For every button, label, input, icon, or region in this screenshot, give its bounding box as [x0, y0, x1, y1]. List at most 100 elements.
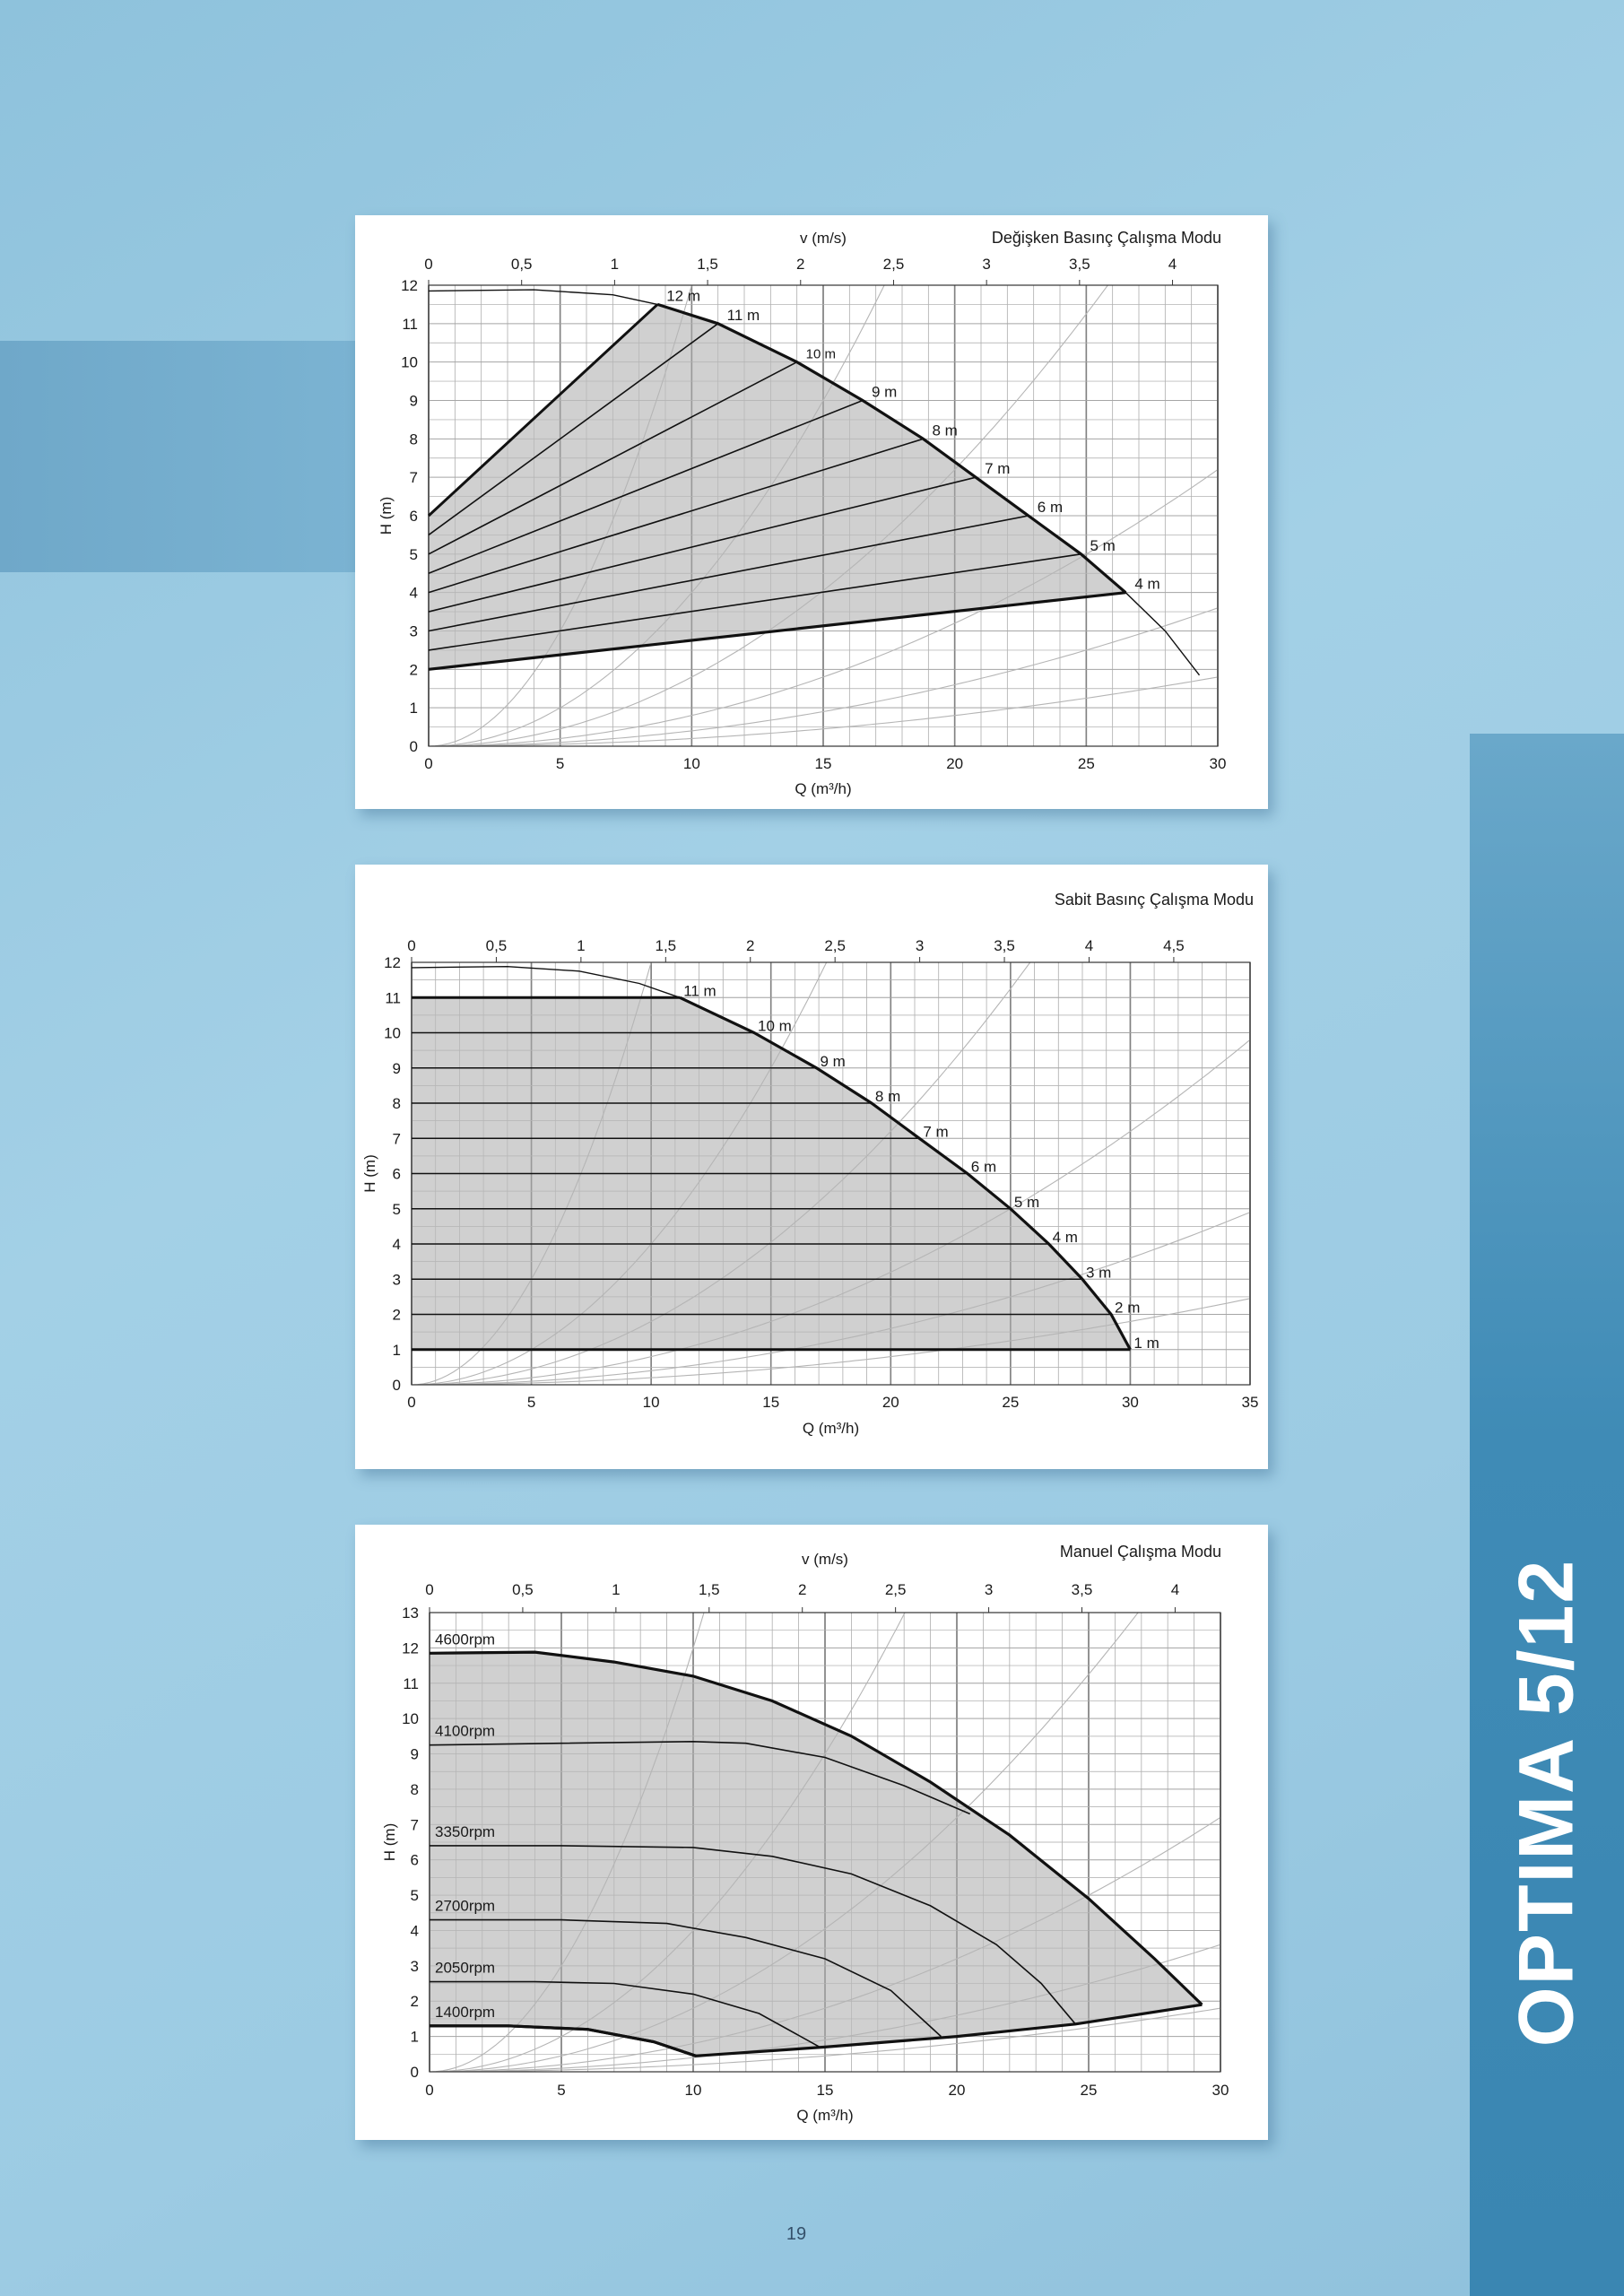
y-tick-label: 3 — [411, 1958, 419, 1975]
system-curve — [430, 2007, 1221, 2073]
system-curve — [430, 1816, 1221, 2073]
y-tick-label: 5 — [411, 1887, 419, 1904]
y-tick-label: 9 — [410, 393, 418, 410]
operating-region — [430, 1652, 1203, 2057]
setpoint-label: 11 m — [727, 307, 760, 324]
x-axis-label: Q (m³/h) — [796, 2107, 853, 2124]
top-tick-label: 2,5 — [885, 1581, 907, 1598]
top-tick-label: 2,5 — [824, 937, 846, 954]
min-curve — [428, 591, 1126, 671]
speed-curve-label: 2700rpm — [435, 1898, 495, 1915]
top-axis-label: v (m/s) — [802, 1551, 848, 1568]
x-tick-label: 30 — [1212, 2082, 1229, 2099]
constant-pressure-label: 4 m — [1053, 1229, 1078, 1246]
y-tick-label: 7 — [393, 1130, 401, 1147]
x-tick-label: 5 — [527, 1394, 535, 1411]
top-tick-label: 3,5 — [1072, 1581, 1093, 1598]
system-curves — [411, 961, 1251, 1386]
y-tick-label: 4 — [410, 585, 418, 602]
top-tick-label: 0,5 — [512, 1581, 534, 1598]
y-tick-label: 0 — [411, 2064, 419, 2081]
y-axis-label: H (m) — [381, 1823, 398, 1861]
y-axis-label: H (m) — [378, 497, 395, 535]
constant-pressure-label: 2 m — [1115, 1300, 1140, 1317]
system-curve — [412, 1212, 1251, 1386]
x-tick-label: 5 — [556, 755, 564, 772]
x-tick-label: 30 — [1210, 755, 1227, 772]
speed-curve — [429, 1650, 1203, 2006]
y-tick-label: 9 — [411, 1746, 419, 1763]
chart-variable-pressure: 12 m11 m10 m9 m8 m7 m6 m5 m4 m0 5 10 15 20 25… — [378, 229, 1227, 797]
speed-curve — [430, 1980, 821, 2048]
y-tick-label: 9 — [393, 1060, 401, 1077]
y-tick-label: 3 — [393, 1271, 401, 1288]
top-tick-label: 0,5 — [486, 937, 508, 954]
top-tick-label: 1 — [577, 937, 585, 954]
y-tick-label: 4 — [393, 1236, 401, 1253]
system-curve — [429, 284, 1108, 747]
y-tick-label: 0 — [393, 1377, 401, 1394]
y-tick-label: 12 — [384, 954, 401, 971]
x-tick-label: 10 — [643, 1394, 660, 1411]
setpoint-line — [428, 515, 1029, 632]
setpoint-line — [428, 399, 864, 574]
system-curve — [429, 676, 1219, 747]
system-curve — [430, 1944, 1221, 2073]
max-curve-operating — [679, 996, 1132, 1351]
y-tick-label: 6 — [410, 508, 418, 525]
y-tick-label: 8 — [410, 430, 418, 448]
top-tick-label: 3,5 — [1069, 256, 1090, 273]
constant-pressure-label: 9 m — [820, 1053, 845, 1070]
top-tick-label: 4 — [1171, 1581, 1179, 1598]
page-number: 19 — [786, 2224, 807, 2244]
y-tick-label: 10 — [402, 1710, 419, 1727]
y-tick-label: 6 — [393, 1166, 401, 1183]
setpoint-label: 9 m — [872, 384, 897, 401]
top-tick-label: 1,5 — [655, 937, 676, 954]
top-tick-label: 1,5 — [699, 1581, 720, 1598]
system-curve — [412, 961, 1031, 1386]
constant-pressure-label: 7 m — [923, 1123, 948, 1140]
setpoint-label: 5 m — [1090, 537, 1115, 554]
system-curve — [429, 1612, 906, 2073]
top-tick-label: 1,5 — [697, 256, 718, 273]
system-curve — [412, 1298, 1251, 1386]
top-tick-label: 3 — [982, 256, 990, 273]
x-tick-label: 20 — [949, 2082, 966, 2099]
y-tick-label: 0 — [410, 738, 418, 755]
setpoint-label: 4 m — [1134, 576, 1159, 593]
x-tick-label: 15 — [815, 755, 832, 772]
setpoint-line — [428, 361, 798, 555]
setpoint-label: 12 m — [666, 287, 700, 304]
constant-pressure-label: 10 m — [758, 1018, 792, 1035]
setpoint-label: 6 m — [1038, 499, 1063, 516]
y-axis-label: H (m) — [361, 1154, 378, 1192]
product-title: OPTIMA 5/12 — [1503, 1558, 1590, 2048]
chart-title: Sabit Basınç Çalışma Modu — [1055, 891, 1254, 909]
setpoint-label: 7 m — [985, 460, 1010, 477]
top-tick-label: 0 — [407, 937, 415, 954]
constant-pressure-label: 11 m — [683, 982, 716, 999]
speed-curve-label: 2050rpm — [435, 1960, 495, 1977]
y-tick-label: 12 — [401, 277, 418, 294]
y-tick-label: 10 — [401, 354, 418, 371]
x-tick-label: 20 — [946, 755, 963, 772]
y-tick-label: 2 — [393, 1307, 401, 1324]
system-curves — [429, 1612, 1221, 2073]
x-tick-label: 25 — [1081, 2082, 1098, 2099]
y-tick-label: 5 — [410, 546, 418, 563]
chart-panel-manual: 4600rpm 4100rpm 3350rpm 2700rpm 2050rpm 1400r… — [355, 1525, 1268, 2140]
setpoint-line — [428, 476, 977, 613]
x-axis-label: Q (m³/h) — [803, 1420, 859, 1437]
system-curve — [411, 961, 828, 1386]
x-tick-label: 20 — [882, 1394, 899, 1411]
setpoint-line — [428, 438, 924, 594]
x-tick-label: 30 — [1122, 1394, 1139, 1411]
top-tick-label: 0 — [425, 1581, 433, 1598]
chart-manual: 4600rpm 4100rpm 3350rpm 2700rpm 2050rpm 1400r… — [381, 1543, 1229, 2124]
x-tick-label: 15 — [817, 2082, 834, 2099]
top-tick-label: 4 — [1085, 937, 1093, 954]
y-tick-label: 2 — [410, 661, 418, 678]
constant-pressure-label: 5 m — [1014, 1194, 1039, 1211]
